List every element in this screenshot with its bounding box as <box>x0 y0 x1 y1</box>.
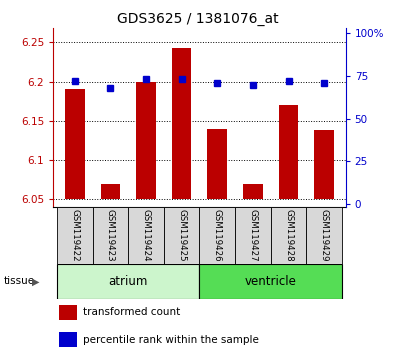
Bar <box>57 207 92 264</box>
Text: GSM119427: GSM119427 <box>248 209 258 262</box>
Bar <box>59 304 77 320</box>
Bar <box>314 130 334 199</box>
Bar <box>279 105 298 199</box>
Bar <box>243 184 263 199</box>
Bar <box>199 207 235 264</box>
Bar <box>136 82 156 199</box>
Text: GDS3625 / 1381076_at: GDS3625 / 1381076_at <box>117 12 278 27</box>
Text: ventricle: ventricle <box>245 275 297 288</box>
Bar <box>172 48 192 199</box>
Bar <box>101 184 120 199</box>
Text: GSM119428: GSM119428 <box>284 209 293 262</box>
Text: atrium: atrium <box>109 275 148 288</box>
Bar <box>235 207 271 264</box>
Text: percentile rank within the sample: percentile rank within the sample <box>83 335 258 345</box>
Bar <box>199 264 342 299</box>
Bar <box>164 207 199 264</box>
Text: ▶: ▶ <box>32 276 40 286</box>
Text: GSM119429: GSM119429 <box>320 209 329 262</box>
Text: GSM119426: GSM119426 <box>213 209 222 262</box>
Bar <box>92 207 128 264</box>
Bar <box>57 264 199 299</box>
Text: GSM119422: GSM119422 <box>70 209 79 262</box>
Bar <box>59 332 77 347</box>
Text: GSM119423: GSM119423 <box>106 209 115 262</box>
Bar <box>271 207 307 264</box>
Bar <box>207 129 227 199</box>
Bar <box>307 207 342 264</box>
Text: tissue: tissue <box>4 276 35 286</box>
Text: transformed count: transformed count <box>83 307 180 317</box>
Text: GSM119425: GSM119425 <box>177 209 186 262</box>
Text: GSM119424: GSM119424 <box>141 209 150 262</box>
Bar <box>65 90 85 199</box>
Bar <box>128 207 164 264</box>
